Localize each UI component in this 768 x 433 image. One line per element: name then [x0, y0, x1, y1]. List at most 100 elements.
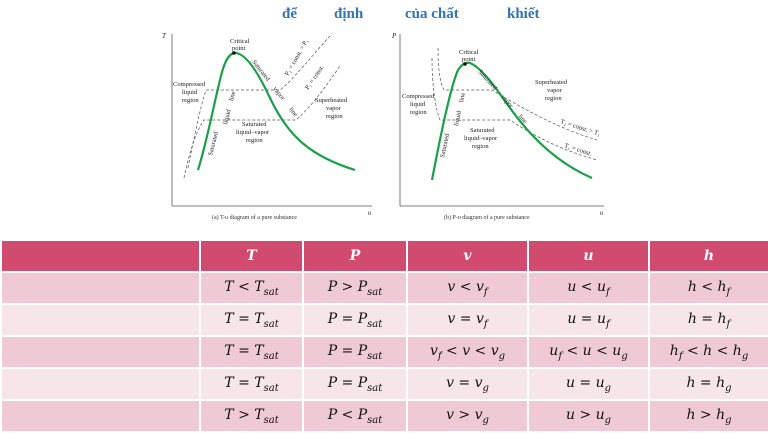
subscript: g: [741, 350, 749, 362]
subscript: sat: [263, 286, 279, 298]
cell-v: v < vf: [406, 271, 529, 305]
slide-title: để định của chất khiết: [0, 6, 768, 30]
tv-p1-label: P₁ = const.: [304, 64, 326, 91]
cell-h: hf < h < hg: [648, 335, 768, 369]
pv-saturation-dome: [430, 61, 593, 181]
pv-caption: (b) P-υ diagram of a pure substance: [444, 214, 530, 221]
expression-text: u: [549, 342, 559, 359]
pv-t2-label: T₂ = const. > T₁: [559, 118, 601, 137]
expression-text: h = h: [686, 374, 726, 391]
tv-x-label: υ: [368, 209, 371, 217]
table-row: T > Tsat P < Psat v > vg u > ug h > hg: [0, 399, 768, 433]
cell-P: P < Psat: [302, 399, 408, 433]
tv-superheated-2: vapor: [326, 105, 342, 112]
pv-mixture-3: region: [472, 143, 489, 150]
cell-P: P = Psat: [302, 303, 408, 337]
tv-p2-label: P₂ = const. > P₁: [284, 38, 311, 77]
tv-mixture-3: region: [246, 137, 263, 144]
cell-P: P = Psat: [302, 367, 408, 401]
svg-text:Saturated: Saturated: [477, 69, 499, 92]
pv-isotherm-t1: [431, 57, 598, 161]
row-label-cell: [0, 335, 201, 369]
subscript: g: [604, 382, 612, 394]
table-row: T = Tsat P = Psat vf < v < vg uf < u < ug hf…: [0, 335, 768, 369]
expression-text: P < P: [327, 406, 368, 423]
expression-text: v: [429, 342, 438, 359]
svg-text:line: line: [287, 106, 299, 118]
expression-text: T = T: [224, 374, 264, 391]
subscript: g: [621, 350, 628, 362]
expression-text: P > P: [327, 278, 368, 295]
subscript: sat: [367, 286, 383, 298]
title-word-3: của chất: [405, 6, 459, 22]
pv-isotherm-t2: [437, 47, 598, 141]
title-word-2: định: [334, 6, 364, 22]
svg-text:vapor: vapor: [499, 94, 515, 110]
expression-text: < h < h: [682, 342, 742, 359]
pv-diagram: P υ Critical point Compressed liquid reg…: [392, 28, 612, 228]
state-comparison-table: T P v u h T < Tsat P > Psat v < vf u < uf h …: [0, 239, 768, 433]
expression-text: < u < u: [562, 342, 622, 359]
cell-T: T < Tsat: [199, 271, 304, 305]
cell-v: v > vg: [406, 399, 529, 433]
cell-P: P > Psat: [302, 271, 408, 305]
expression-text: v = v: [447, 310, 484, 327]
pv-compressed-2: liquid: [410, 101, 426, 108]
subscript: g: [725, 382, 732, 394]
expression-text: T = T: [224, 310, 264, 327]
subscript: sat: [367, 382, 383, 394]
tv-y-label: T: [162, 32, 167, 40]
cell-h: h < hf: [648, 271, 768, 305]
cell-h: h = hg: [648, 367, 768, 401]
cell-v: v = vf: [406, 303, 529, 337]
subscript: sat: [367, 318, 383, 330]
subscript: g: [604, 414, 612, 426]
tv-sat-liquid-line-label: Saturated liquid line: [207, 91, 237, 157]
header-v: v: [406, 239, 529, 273]
expression-text: v > v: [446, 406, 483, 423]
expression-text: u = u: [567, 310, 606, 327]
cell-u: u > ug: [527, 399, 650, 433]
tv-diagram: T υ Critical point Compressed liquid reg…: [160, 28, 380, 228]
tv-isobar-p2: [187, 35, 331, 169]
svg-text:liquid: liquid: [222, 108, 233, 125]
subscript: sat: [367, 350, 383, 362]
tv-compressed-3: region: [182, 97, 199, 104]
expression-text: h < h: [687, 278, 727, 295]
subscript: sat: [263, 350, 279, 362]
pv-sat-vapor-line-label: Saturated vapor line: [477, 69, 529, 126]
header-h: h: [648, 239, 768, 273]
svg-text:line: line: [228, 91, 237, 102]
pv-superheated-2: vapor: [547, 87, 563, 94]
expression-text: u < u: [567, 278, 606, 295]
subscript: f: [605, 286, 610, 298]
tv-isobar-p1: [183, 65, 341, 179]
cell-u: uf < u < ug: [527, 335, 650, 369]
title-word-1: để: [282, 6, 297, 22]
expression-text: T = T: [224, 342, 264, 359]
table-header-row: T P v u h: [0, 239, 768, 273]
svg-text:Saturated: Saturated: [207, 130, 220, 156]
subscript: sat: [263, 414, 279, 426]
pv-mixture-1: Saturated: [470, 127, 495, 134]
cell-T: T = Tsat: [199, 367, 304, 401]
svg-text:liquid: liquid: [453, 110, 463, 127]
expression-text: h: [669, 342, 679, 359]
tv-critical-label-1: Critical: [230, 38, 250, 45]
cell-u: u = uf: [527, 303, 650, 337]
pv-compressed-3: region: [410, 109, 427, 116]
expression-text: P = P: [327, 374, 368, 391]
pv-compressed-1: Compressed: [402, 93, 435, 100]
subscript: f: [437, 350, 442, 362]
pv-critical-label-1: Critical: [459, 49, 479, 56]
subscript: f: [558, 350, 563, 362]
row-label-cell: [0, 367, 201, 401]
table-row: T < Tsat P > Psat v < vf u < uf h < hf: [0, 271, 768, 305]
subscript: f: [483, 286, 488, 298]
subscript: g: [482, 414, 489, 426]
expression-text: T < T: [224, 278, 264, 295]
tv-caption: (a) T-υ diagram of a pure substance: [212, 214, 297, 221]
cell-P: P = Psat: [302, 335, 408, 369]
expression-text: P = P: [327, 310, 368, 327]
subscript: g: [725, 414, 732, 426]
